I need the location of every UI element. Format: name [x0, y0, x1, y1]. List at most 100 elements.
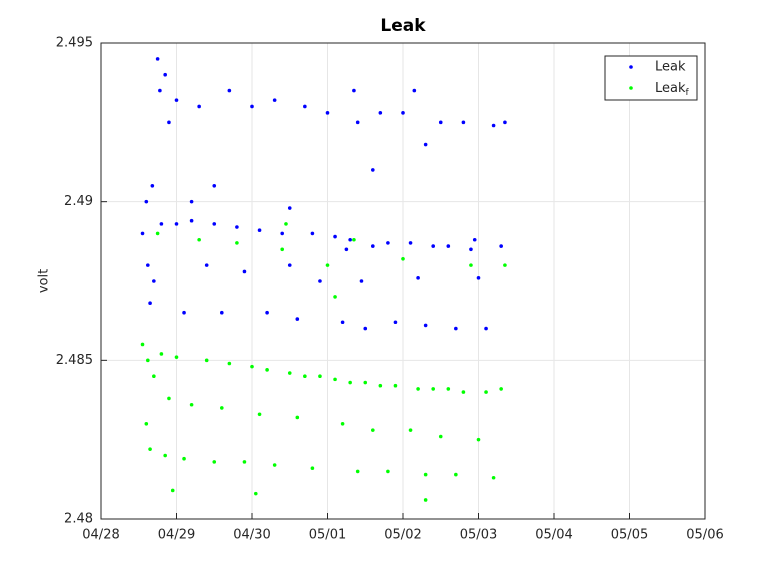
x-tick-label: 04/30: [233, 528, 270, 543]
point: [423, 142, 428, 147]
y-tick-label: 2.49: [64, 194, 93, 209]
point: [476, 276, 481, 280]
legend-marker: [629, 86, 633, 90]
point: [318, 279, 322, 283]
point: [344, 247, 349, 252]
point: [152, 279, 156, 283]
point: [408, 241, 413, 245]
x-tick-label: 04/29: [158, 528, 195, 543]
point: [438, 120, 443, 125]
plot-frame: [100, 42, 706, 520]
point: [295, 415, 300, 420]
point: [212, 184, 217, 188]
point: [438, 434, 443, 439]
point: [272, 463, 277, 467]
point: [423, 323, 428, 328]
x-tick-label: 05/04: [535, 528, 572, 543]
point: [386, 241, 390, 245]
point: [265, 310, 269, 315]
point: [333, 377, 337, 382]
x-tick-label: 05/03: [460, 528, 497, 543]
point: [253, 491, 258, 496]
x-tick-label: 05/06: [686, 528, 723, 543]
point: [503, 263, 507, 267]
point: [310, 231, 315, 236]
point: [416, 387, 420, 391]
point: [158, 88, 162, 93]
point: [303, 104, 307, 109]
point: [287, 263, 292, 267]
point: [423, 498, 428, 502]
point: [352, 237, 356, 242]
point: [401, 111, 405, 115]
point: [167, 120, 171, 125]
point: [189, 199, 194, 204]
point: [359, 279, 364, 283]
x-tick-label: 05/05: [611, 528, 648, 543]
point: [250, 364, 254, 369]
point: [318, 374, 322, 379]
point: [446, 387, 451, 391]
point: [355, 120, 360, 125]
legend-label: Leakf: [655, 81, 690, 98]
point: [182, 456, 186, 461]
point: [393, 320, 398, 325]
point: [408, 428, 413, 432]
point: [472, 237, 477, 242]
point: [454, 472, 458, 477]
point: [144, 422, 149, 426]
point: [295, 317, 300, 321]
point: [280, 247, 285, 252]
point: [363, 380, 368, 385]
point: [148, 447, 152, 451]
point: [340, 320, 345, 325]
point: [242, 269, 247, 274]
point: [212, 460, 217, 464]
point: [401, 256, 405, 261]
point: [352, 88, 356, 93]
point: [431, 244, 436, 248]
point: [235, 241, 239, 245]
point: [348, 237, 352, 242]
x-tick-label: 05/01: [309, 528, 346, 543]
point: [163, 72, 167, 77]
point: [340, 422, 345, 426]
point: [333, 295, 337, 299]
point: [310, 466, 315, 471]
point: [150, 184, 155, 188]
legend-label: Leak: [655, 60, 686, 75]
point: [393, 383, 398, 388]
point: [174, 98, 179, 102]
point: [140, 231, 145, 236]
point: [144, 199, 149, 204]
point: [148, 301, 152, 306]
point: [371, 244, 375, 248]
point: [284, 222, 288, 226]
point: [152, 374, 156, 379]
point: [469, 247, 473, 252]
point: [257, 412, 262, 417]
point: [461, 120, 466, 125]
y-tick-label: 2.495: [56, 36, 93, 51]
point: [499, 244, 503, 248]
point: [155, 231, 160, 236]
point: [204, 263, 209, 267]
chart-title: Leak: [380, 16, 426, 36]
point: [484, 326, 488, 331]
point: [250, 104, 254, 109]
point: [227, 88, 232, 93]
y-axis-label: volt: [37, 269, 52, 293]
point: [378, 383, 383, 388]
point: [174, 222, 179, 226]
point: [170, 488, 175, 493]
point: [503, 120, 507, 125]
y-tick-label: 2.48: [64, 512, 93, 527]
point: [182, 310, 186, 315]
point: [371, 428, 375, 432]
point: [189, 402, 194, 407]
point: [272, 98, 277, 102]
point: [146, 263, 150, 267]
point: [325, 111, 330, 115]
point: [257, 228, 262, 233]
point: [446, 244, 451, 248]
